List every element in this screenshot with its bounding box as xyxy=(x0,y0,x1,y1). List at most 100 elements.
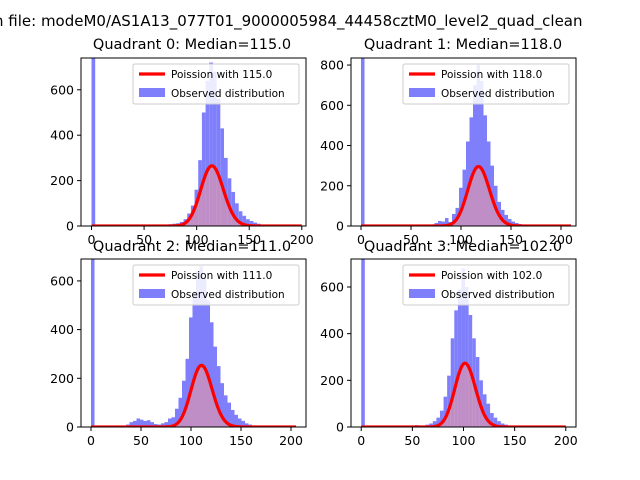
quadrant-0-zero-bin-bar xyxy=(91,58,96,226)
quadrant-0-hist-bar xyxy=(249,221,254,226)
quadrant-2-hist-bar xyxy=(196,271,200,427)
quadrant-0-poisson-fill xyxy=(91,165,302,226)
quadrant-2-hist-bar xyxy=(199,266,203,427)
quadrant-1-y-tick-label: 400 xyxy=(320,138,344,153)
quadrant-2-hist-bar xyxy=(189,317,193,427)
quadrant-2-legend-box xyxy=(132,264,300,306)
quadrant-0-hist-bar xyxy=(201,112,206,226)
quadrant-2-hist-bar xyxy=(245,423,249,427)
quadrant-0-hist-bar xyxy=(223,157,228,226)
quadrant-0-hist-bar xyxy=(220,128,224,226)
quadrant-1-hist-bar xyxy=(508,218,512,226)
quadrant-0-hist-bar xyxy=(231,191,236,226)
figure-suptitle: n file: modeM0/AS1A13_077T01_9000005984_… xyxy=(0,12,583,31)
quadrant-2-hist-bar xyxy=(150,422,154,427)
quadrant-1-x-tick-label: 100 xyxy=(449,232,473,247)
quadrant-0-x-tick-label: 0 xyxy=(88,232,96,247)
quadrant-3-hist-bar xyxy=(461,268,466,427)
quadrant-2-poisson-fill xyxy=(91,365,296,427)
quadrant-2-hist-bar xyxy=(241,420,245,427)
quadrant-1-legend-box xyxy=(402,63,570,105)
quadrant-3-y-tick-label: 0 xyxy=(336,420,344,435)
quadrant-1-hist-bar xyxy=(504,214,508,226)
quadrant-1-hist-bar xyxy=(476,65,480,226)
quadrant-2-hist-bar xyxy=(178,397,182,427)
quadrant-0-y-tick-label: 0 xyxy=(66,219,74,234)
quadrant-0-legend-line-label: Poission with 115.0 xyxy=(171,69,272,81)
quadrant-3-hist-bar xyxy=(454,310,458,427)
quadrant-2-hist-bar xyxy=(164,422,168,427)
quadrant-0-legend-box xyxy=(132,63,300,105)
quadrant-0-poisson-line xyxy=(90,164,303,226)
quadrant-3-zero-bin-bar xyxy=(361,259,365,427)
quadrant-1-x-tick-label: 200 xyxy=(549,232,573,247)
quadrant-0-hist-bar xyxy=(242,215,247,226)
quadrant-2-hist-bar xyxy=(238,418,242,427)
quadrant-2-hist-bar xyxy=(129,422,133,427)
quadrant-0-plot-area xyxy=(90,58,303,226)
quadrant-2-legend-line-label: Poission with 111.0 xyxy=(171,270,272,282)
quadrant-0-title: Quadrant 0: Median=115.0 xyxy=(93,37,291,53)
quadrant-1-x-tick-label: 150 xyxy=(499,232,523,247)
quadrant-2-x-tick-label: 150 xyxy=(229,433,253,448)
quadrant-2-hist-bar xyxy=(234,414,238,427)
quadrant-0-panel: 0 50 100 150 200 0 200 400 600 Poission with 115… xyxy=(50,37,314,247)
quadrant-1-hist-bar xyxy=(511,221,515,226)
quadrant-3-hist-bar xyxy=(443,396,448,427)
quadrant-3-hist-bar xyxy=(432,421,437,427)
quadrant-3-hist-bar xyxy=(450,338,455,427)
quadrant-1-poisson-line xyxy=(360,164,572,226)
quadrant-0-hist-bar xyxy=(227,178,232,226)
quadrant-1-hist-bar xyxy=(480,81,484,226)
quadrant-1-hist-bar xyxy=(452,213,456,226)
quadrant-3-legend-hist-swatch xyxy=(409,289,435,298)
quadrant-0-hist-bar xyxy=(253,222,258,226)
quadrant-3-y-tick-label: 600 xyxy=(320,280,344,295)
quadrant-3-x-tick-label: 150 xyxy=(503,433,527,448)
quadrant-0-legend: Poission with 115.0 Observed distribution xyxy=(132,63,300,105)
quadrant-3-hist-bar xyxy=(482,394,487,427)
quadrant-0-hist-bar xyxy=(212,71,217,226)
quadrant-1-y-tick-label: 800 xyxy=(320,58,344,73)
quadrant-1-legend: Poission with 118.0 Observed distribution xyxy=(402,63,570,105)
quadrant-3-x-tick-label: 100 xyxy=(452,433,476,448)
quadrant-3-hist-bar xyxy=(497,421,501,427)
quadrant-2-zero-bin-bar xyxy=(91,259,95,427)
quadrant-2-hist-bar xyxy=(140,419,144,427)
quadrant-2-x-tick-label: 50 xyxy=(133,433,149,448)
quadrant-0-hist-bar xyxy=(216,98,221,226)
quadrant-2-hist-bar xyxy=(210,322,214,427)
quadrant-3-title: Quadrant 3: Median=102.0 xyxy=(364,239,562,255)
quadrant-2-y-tick-label: 200 xyxy=(50,371,74,386)
quadrant-0-x-tick-label: 100 xyxy=(185,232,209,247)
quadrant-0-hist-bar xyxy=(205,80,210,226)
quadrant-2-hist-bar xyxy=(192,293,196,427)
quadrant-3-legend-box xyxy=(402,264,570,306)
quadrant-3-hist-bar xyxy=(465,287,469,427)
quadrant-0-legend-hist-swatch xyxy=(139,88,165,97)
quadrant-1-hist-bar xyxy=(441,221,445,226)
quadrant-2-hist-bar xyxy=(143,420,147,427)
quadrant-1-title: Quadrant 1: Median=118.0 xyxy=(364,37,562,53)
quadrant-3-hist-bar xyxy=(493,417,498,427)
quadrant-2-y-tick-label: 0 xyxy=(66,420,74,435)
quadrant-1-x-tick-label: 0 xyxy=(357,232,365,247)
quadrant-3-x-tick-label: 0 xyxy=(357,433,365,448)
quadrant-0-y-tick-label: 600 xyxy=(50,82,74,97)
quadrant-1-hist-bar xyxy=(445,217,449,226)
quadrant-2-hist-bar xyxy=(185,358,189,427)
quadrant-1-hist-bar xyxy=(466,141,470,226)
quadrant-1-hist-bar xyxy=(438,220,442,226)
quadrant-2-hist-bar xyxy=(133,420,137,427)
quadrant-0-x-tick-label: 150 xyxy=(237,232,261,247)
quadrant-1-y-tick-label: 600 xyxy=(320,98,344,113)
quadrant-2-x-tick-label: 100 xyxy=(179,433,203,448)
quadrant-2-hist-bar xyxy=(227,402,231,427)
quadrant-3-hist-bar xyxy=(486,403,491,427)
quadrant-2-hist-bar xyxy=(147,420,151,427)
quadrant-2-hist-bar xyxy=(217,366,221,427)
quadrant-3-y-tick-label: 200 xyxy=(320,373,344,388)
quadrant-2-hist-bar xyxy=(206,300,210,427)
quadrant-3-hist-bar xyxy=(490,413,494,427)
